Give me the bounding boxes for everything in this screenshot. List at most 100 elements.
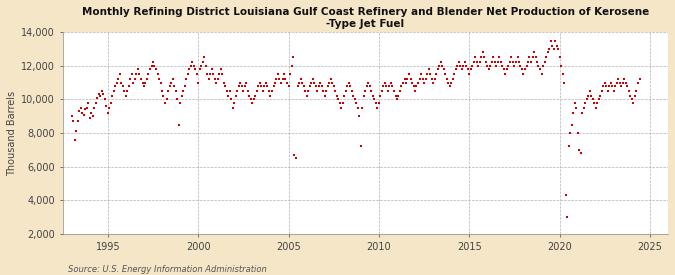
Point	[530, 55, 541, 59]
Point	[524, 55, 535, 59]
Point	[291, 156, 302, 160]
Point	[342, 84, 352, 88]
Point	[547, 43, 558, 48]
Point	[300, 89, 310, 93]
Point	[307, 77, 318, 81]
Point	[116, 80, 127, 85]
Point	[399, 77, 410, 81]
Point	[411, 84, 422, 88]
Point	[122, 89, 133, 93]
Point	[348, 94, 358, 98]
Point	[325, 77, 336, 81]
Point	[292, 84, 303, 88]
Point	[454, 60, 464, 65]
Point	[149, 64, 160, 68]
Point	[620, 80, 631, 85]
Point	[475, 60, 485, 65]
Point	[84, 116, 95, 120]
Point	[402, 77, 413, 81]
Point	[585, 89, 595, 93]
Point	[72, 119, 83, 123]
Point	[226, 97, 237, 101]
Point	[378, 84, 389, 88]
Point	[526, 60, 537, 65]
Point	[605, 80, 616, 85]
Point	[603, 89, 614, 93]
Point	[327, 80, 338, 85]
Point	[115, 72, 126, 76]
Point	[562, 215, 572, 219]
Point	[194, 67, 205, 71]
Point	[175, 101, 186, 105]
Point	[549, 38, 560, 43]
Point	[631, 89, 642, 93]
Point	[338, 101, 348, 105]
Point	[476, 55, 487, 59]
Point	[161, 97, 172, 101]
Point	[220, 84, 231, 88]
Point	[105, 101, 116, 105]
Point	[599, 80, 610, 85]
Point	[126, 72, 137, 76]
Point	[630, 94, 641, 98]
Point	[497, 64, 508, 68]
Point	[357, 106, 368, 110]
Point	[628, 101, 639, 105]
Point	[242, 89, 253, 93]
Point	[170, 89, 181, 93]
Point	[572, 131, 583, 135]
Point	[400, 80, 411, 85]
Point	[440, 72, 451, 76]
Point	[152, 72, 163, 76]
Point	[473, 64, 484, 68]
Point	[622, 84, 632, 88]
Point	[340, 89, 351, 93]
Point	[117, 84, 128, 88]
Point	[575, 151, 586, 155]
Point	[304, 84, 315, 88]
Point	[554, 55, 565, 59]
Point	[604, 84, 615, 88]
Point	[279, 72, 290, 76]
Point	[66, 114, 77, 119]
Point	[120, 94, 131, 98]
Point	[504, 60, 515, 65]
Point	[624, 89, 634, 93]
Point	[592, 101, 603, 105]
Point	[95, 94, 105, 98]
Point	[97, 89, 107, 93]
Point	[271, 77, 282, 81]
Point	[101, 104, 112, 108]
Point	[81, 106, 92, 110]
Point	[109, 89, 119, 93]
Point	[618, 80, 628, 85]
Point	[207, 67, 217, 71]
Point	[80, 107, 90, 112]
Point	[223, 94, 234, 98]
Point	[136, 77, 146, 81]
Point	[390, 94, 401, 98]
Point	[427, 77, 437, 81]
Point	[200, 64, 211, 68]
Point	[632, 80, 643, 85]
Point	[274, 77, 285, 81]
Point	[169, 84, 180, 88]
Point	[321, 89, 331, 93]
Point	[385, 80, 396, 85]
Point	[297, 80, 308, 85]
Point	[132, 67, 143, 71]
Point	[398, 80, 408, 85]
Point	[393, 94, 404, 98]
Point	[593, 97, 604, 101]
Point	[273, 72, 284, 76]
Point	[438, 67, 449, 71]
Point	[410, 89, 421, 93]
Point	[441, 77, 452, 81]
Point	[140, 80, 151, 85]
Point	[367, 94, 378, 98]
Point	[456, 67, 467, 71]
Point	[383, 89, 394, 93]
Point	[227, 106, 238, 110]
Point	[392, 97, 402, 101]
Point	[151, 67, 161, 71]
